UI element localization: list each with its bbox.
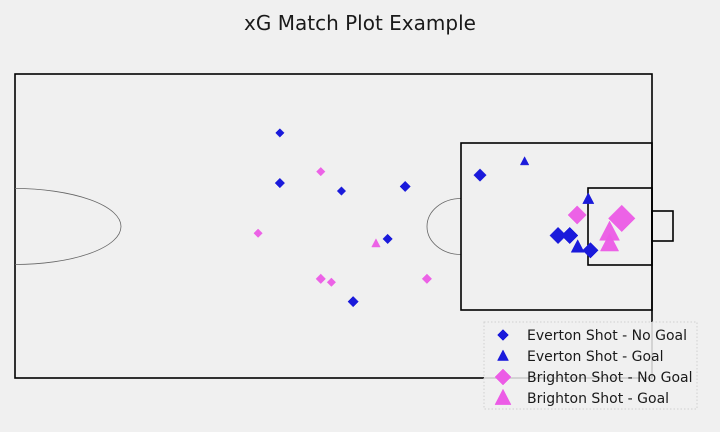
shot-point-0-6: [473, 168, 487, 182]
shot-point-0-5: [347, 296, 359, 308]
shot-point-1-1: [582, 192, 595, 204]
legend-label-2: Brighton Shot - No Goal: [527, 370, 693, 386]
shot-point-0-7: [549, 226, 567, 245]
legend-frame: [483, 321, 698, 410]
shot-point-2-3: [326, 277, 336, 287]
shot-point-0-8: [561, 226, 579, 245]
shot-point-2-2: [315, 273, 326, 284]
shot-point-1-0: [519, 156, 530, 166]
shot-point-0-0: [275, 128, 285, 138]
shot-point-0-1: [274, 177, 286, 189]
shot-point-2-1: [253, 228, 263, 238]
legend: Everton Shot - No Goal Everton Shot - Goa…: [483, 321, 698, 410]
legend-label-0: Everton Shot - No Goal: [527, 328, 687, 344]
shot-point-3-2: [599, 232, 620, 252]
legend-marker-0: [497, 329, 509, 341]
shot-point-2-5: [567, 205, 587, 225]
chart-title: xG Match Plot Example: [244, 11, 476, 35]
legend-marker-3: [494, 388, 512, 405]
shot-point-2-4: [421, 273, 433, 284]
shot-point-2-0: [316, 167, 326, 177]
shot-point-2-6: [608, 204, 636, 233]
shot-point-0-3: [399, 180, 411, 193]
shot-point-0-4: [382, 233, 393, 245]
shots-layer: [253, 128, 636, 308]
legend-label-1: Everton Shot - Goal: [527, 349, 664, 365]
penalty-arc: [426, 198, 462, 255]
legend-marker-1: [497, 349, 509, 361]
center-circle: [14, 188, 122, 265]
legend-label-3: Brighton Shot - Goal: [527, 391, 669, 407]
shot-point-0-2: [336, 186, 347, 196]
legend-marker-2: [494, 368, 512, 386]
goal: [651, 210, 674, 242]
shot-point-0-9: [582, 242, 599, 259]
shot-point-1-2: [570, 239, 585, 253]
shot-point-3-0: [371, 238, 381, 248]
pitch: [14, 73, 674, 379]
